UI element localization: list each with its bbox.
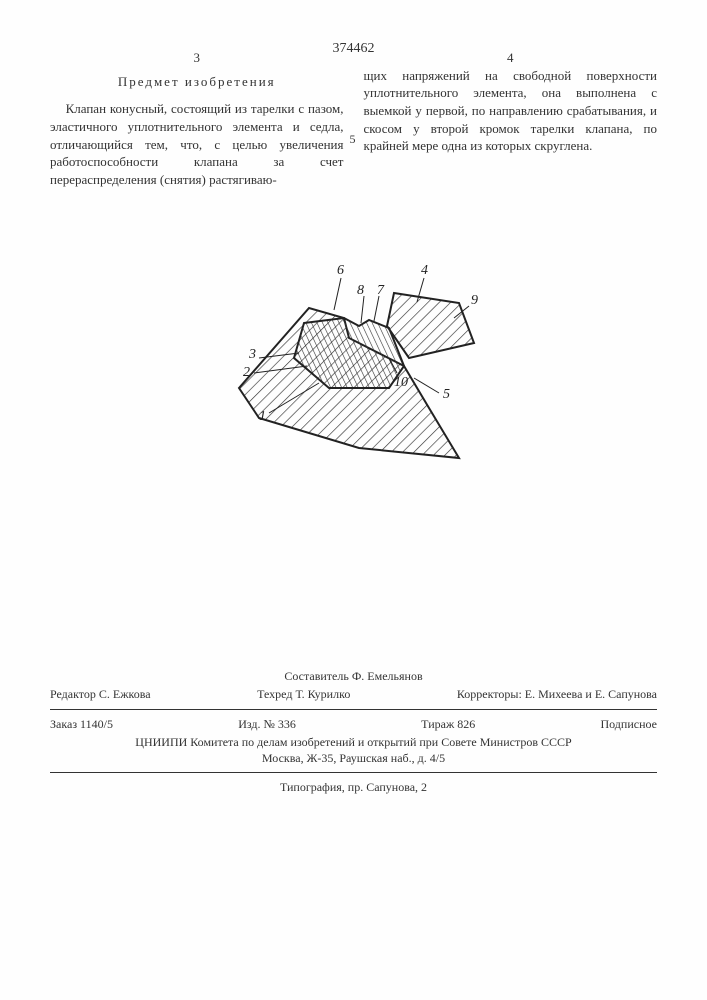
- footer: Составитель Ф. Емельянов Редактор С. Ежк…: [50, 668, 657, 795]
- left-paragraph: Клапан конусный, состоящий из тарелки с …: [50, 100, 344, 188]
- compiler-label: Составитель: [284, 669, 348, 683]
- compiler-name: Ф. Емельянов: [352, 669, 423, 683]
- techred-block: Техред Т. Курилко: [257, 686, 350, 702]
- editor-block: Редактор С. Ежкова: [50, 686, 151, 702]
- label-3: 3: [248, 347, 256, 362]
- divider-1: [50, 709, 657, 710]
- label-6: 6: [337, 263, 344, 278]
- techred-name: Т. Курилко: [295, 687, 350, 701]
- editor-name: С. Ежкова: [99, 687, 151, 701]
- corrector-block: Корректоры: Е. Михеева и Е. Сапунова: [457, 686, 657, 702]
- line-number-5: 5: [350, 131, 356, 147]
- izd: Изд. № 336: [238, 716, 296, 732]
- divider-2: [50, 772, 657, 773]
- label-7: 7: [377, 283, 385, 298]
- valve-diagram: 6 4 8 7 9 3 2 1 10 5: [199, 248, 509, 488]
- figure-container: 6 4 8 7 9 3 2 1 10 5: [50, 248, 657, 488]
- corrector-label: Корректоры:: [457, 687, 522, 701]
- compiler-row: Составитель Ф. Емельянов: [50, 668, 657, 684]
- credits-row: Редактор С. Ежкова Техред Т. Курилко Кор…: [50, 686, 657, 702]
- corrector-names: Е. Михеева и Е. Сапунова: [525, 687, 657, 701]
- label-9: 9: [471, 293, 478, 308]
- label-2: 2: [243, 365, 250, 380]
- label-8: 8: [357, 283, 364, 298]
- typography: Типография, пр. Сапунова, 2: [50, 779, 657, 795]
- order: Заказ 1140/5: [50, 716, 113, 732]
- valve-seat: [387, 293, 474, 358]
- right-paragraph: щих напряжений на свободной поверхности …: [364, 67, 658, 155]
- address: Москва, Ж-35, Раушская наб., д. 4/5: [50, 750, 657, 766]
- label-4: 4: [421, 263, 428, 278]
- pub-row: Заказ 1140/5 Изд. № 336 Тираж 826 Подпис…: [50, 716, 657, 732]
- patent-number: 374462: [50, 40, 657, 59]
- right-column: 4 5 щих напряжений на свободной поверхно…: [364, 67, 658, 188]
- org: ЦНИИПИ Комитета по делам изобретений и о…: [50, 734, 657, 750]
- label-1: 1: [259, 409, 266, 424]
- label-10: 10: [394, 375, 408, 390]
- subscription: Подписное: [600, 716, 657, 732]
- right-col-number: 4: [507, 49, 514, 67]
- label-5: 5: [443, 387, 450, 402]
- tirazh: Тираж 826: [421, 716, 475, 732]
- section-title: Предмет изобретения: [50, 73, 344, 91]
- techred-label: Техред: [257, 687, 292, 701]
- left-column: 3 Предмет изобретения Клапан конусный, с…: [50, 67, 344, 188]
- left-col-number: 3: [194, 49, 201, 67]
- text-columns: 3 Предмет изобретения Клапан конусный, с…: [50, 67, 657, 188]
- editor-label: Редактор: [50, 687, 96, 701]
